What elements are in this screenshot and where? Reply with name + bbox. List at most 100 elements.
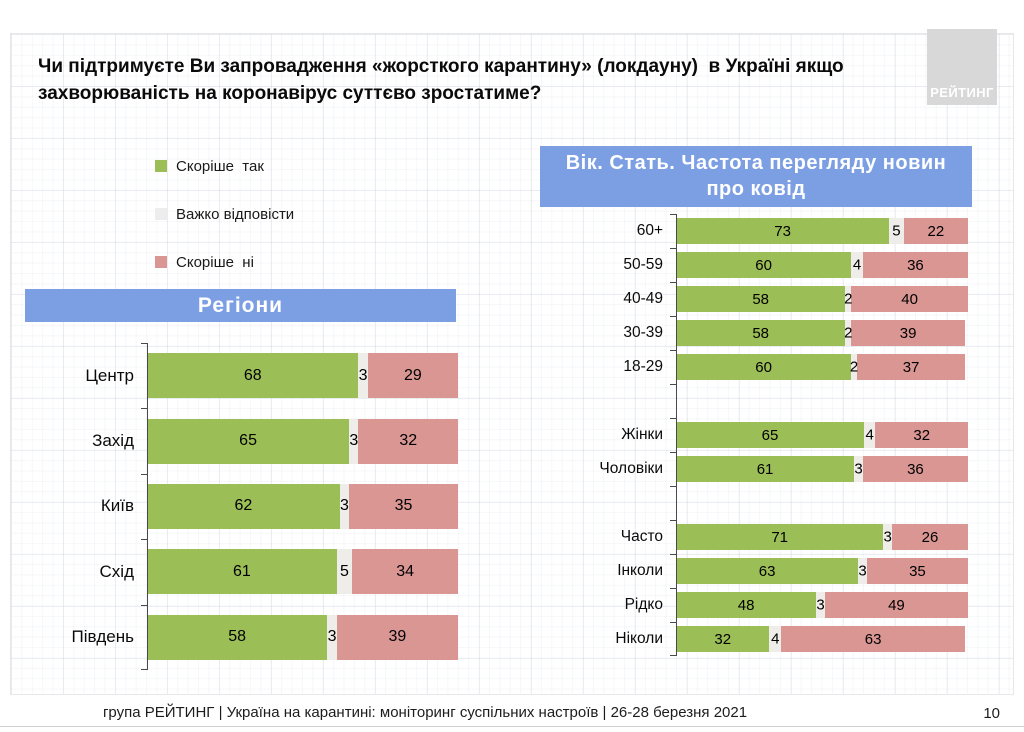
bar-segment-neutral: 2 — [844, 286, 853, 312]
bar-row: 60+ 73 5 22 — [540, 214, 968, 248]
value-label: 29 — [403, 366, 422, 384]
page-title: Чи підтримуєте Ви запровадження «жорстко… — [38, 53, 918, 107]
footer-divider — [0, 726, 1024, 727]
bar-segment-no: 32 — [358, 418, 458, 464]
demographics-chart-header-text: Вік. Стать. Частота перегляду новин про … — [565, 152, 947, 200]
category-label: Південь — [71, 627, 134, 647]
page-number: 10 — [983, 705, 1000, 722]
value-label: 32 — [913, 426, 931, 444]
value-label: 26 — [921, 528, 939, 546]
category-label: Захід — [92, 431, 134, 451]
title-line-2: захворюваність на коронавірус суттєво зр… — [38, 83, 542, 104]
bar-plot: 58 3 39 — [147, 614, 458, 660]
bar-segment-no: 40 — [851, 286, 968, 312]
bar-segment-yes: 32 — [676, 626, 770, 652]
bar-segment-neutral: 3 — [854, 456, 863, 482]
category-label: Рідко — [624, 596, 663, 613]
category-label: 18-29 — [623, 358, 663, 375]
value-label: 2 — [844, 290, 853, 308]
regions-bar-chart: Центр 68 3 29 Захід 65 3 32 Київ 62 3 35 Схід 61 5 34 Пі… — [25, 343, 458, 671]
bar-segment-neutral: 5 — [889, 218, 904, 244]
bar-row: Київ 62 3 35 — [25, 473, 458, 540]
bar-segment-yes: 48 — [676, 592, 817, 618]
category-label: Київ — [100, 496, 134, 516]
bar-segment-no: 35 — [866, 558, 969, 584]
value-label: 3 — [340, 497, 349, 515]
value-label: 65 — [761, 426, 779, 444]
value-label: 3 — [358, 366, 368, 384]
value-label: 32 — [714, 630, 732, 648]
value-label: 5 — [340, 562, 349, 580]
bar-row: Інколи 63 3 35 — [540, 554, 969, 588]
bar-segment-yes: 60 — [676, 252, 852, 278]
value-label: 49 — [888, 596, 905, 614]
bar-segment-neutral: 3 — [349, 418, 359, 464]
bar-segment-yes: 71 — [676, 524, 884, 550]
bar-segment-neutral: 2 — [844, 320, 853, 346]
value-label: 36 — [907, 460, 924, 478]
value-label: 58 — [752, 324, 770, 342]
legend-item-yes: Скоріше так — [155, 158, 294, 175]
value-label: 71 — [771, 528, 788, 546]
bar-plot: 65 4 32 — [676, 422, 968, 448]
value-label: 3 — [816, 596, 825, 614]
value-label: 58 — [752, 290, 770, 308]
value-label: 32 — [399, 432, 418, 450]
value-label: 5 — [892, 222, 901, 240]
bar-segment-yes: 61 — [676, 456, 855, 482]
category-label: Центр — [85, 365, 134, 385]
bar-plot: 68 3 29 — [147, 353, 458, 399]
bar-segment-neutral: 3 — [883, 524, 893, 550]
bar-segment-no: 36 — [862, 456, 968, 482]
bar-segment-no: 35 — [349, 483, 458, 529]
bar-segment-no: 29 — [367, 353, 458, 399]
bar-segment-no: 49 — [824, 592, 968, 618]
value-label: 35 — [394, 497, 413, 515]
bar-plot: 60 4 36 — [676, 252, 968, 278]
bar-segment-no: 22 — [903, 218, 968, 244]
value-label: 2 — [844, 324, 853, 342]
demographics-chart-header: Вік. Стать. Частота перегляду новин про … — [540, 146, 972, 207]
bar-segment-yes: 58 — [147, 614, 328, 660]
bar-segment-yes: 62 — [147, 483, 340, 529]
value-label: 35 — [909, 562, 926, 580]
legend-label-no: Скоріше ні — [176, 253, 254, 271]
bar-segment-neutral: 3 — [358, 353, 368, 399]
bar-plot: 58 2 39 — [676, 320, 968, 346]
bar-row: Південь 58 3 39 — [25, 604, 458, 671]
bar-segment-neutral: 3 — [327, 614, 337, 660]
bar-segment-yes: 58 — [676, 286, 846, 312]
bar-segment-no: 63 — [781, 626, 966, 652]
value-label: 39 — [899, 324, 917, 342]
bar-plot: 62 3 35 — [147, 483, 458, 529]
value-label: 4 — [771, 630, 780, 648]
legend-swatch-no — [155, 256, 167, 268]
bar-segment-neutral: 4 — [851, 252, 863, 278]
bar-plot: 32 4 63 — [676, 626, 968, 652]
bar-segment-yes: 58 — [676, 320, 846, 346]
category-label: Жінки — [621, 426, 663, 443]
value-label: 39 — [388, 628, 407, 646]
bar-row: Чоловіки 61 3 36 — [540, 452, 968, 486]
bar-plot: 63 3 35 — [676, 558, 969, 584]
bar-row: Схід 61 5 34 — [25, 539, 458, 605]
value-label: 36 — [907, 256, 924, 274]
bar-row: Захід 65 3 32 — [25, 408, 458, 475]
bar-segment-no: 34 — [352, 549, 458, 595]
bar-segment-yes: 65 — [147, 418, 350, 464]
legend-swatch-yes — [155, 160, 167, 172]
bar-row: Часто 71 3 26 — [540, 520, 968, 554]
bar-row: 50-59 60 4 36 — [540, 248, 968, 282]
value-label: 22 — [927, 222, 945, 240]
bar-row: 18-29 60 2 37 — [540, 350, 968, 384]
bar-segment-yes: 60 — [676, 354, 852, 380]
value-label: 3 — [883, 528, 892, 546]
bar-segment-yes: 63 — [676, 558, 859, 584]
value-label: 68 — [243, 366, 262, 384]
bar-segment-no: 39 — [851, 320, 966, 346]
bar-row: Рідко 48 3 49 — [540, 588, 968, 622]
bar-segment-yes: 61 — [147, 549, 337, 595]
legend-swatch-neutral — [155, 208, 167, 220]
category-label: Чоловіки — [599, 460, 663, 477]
